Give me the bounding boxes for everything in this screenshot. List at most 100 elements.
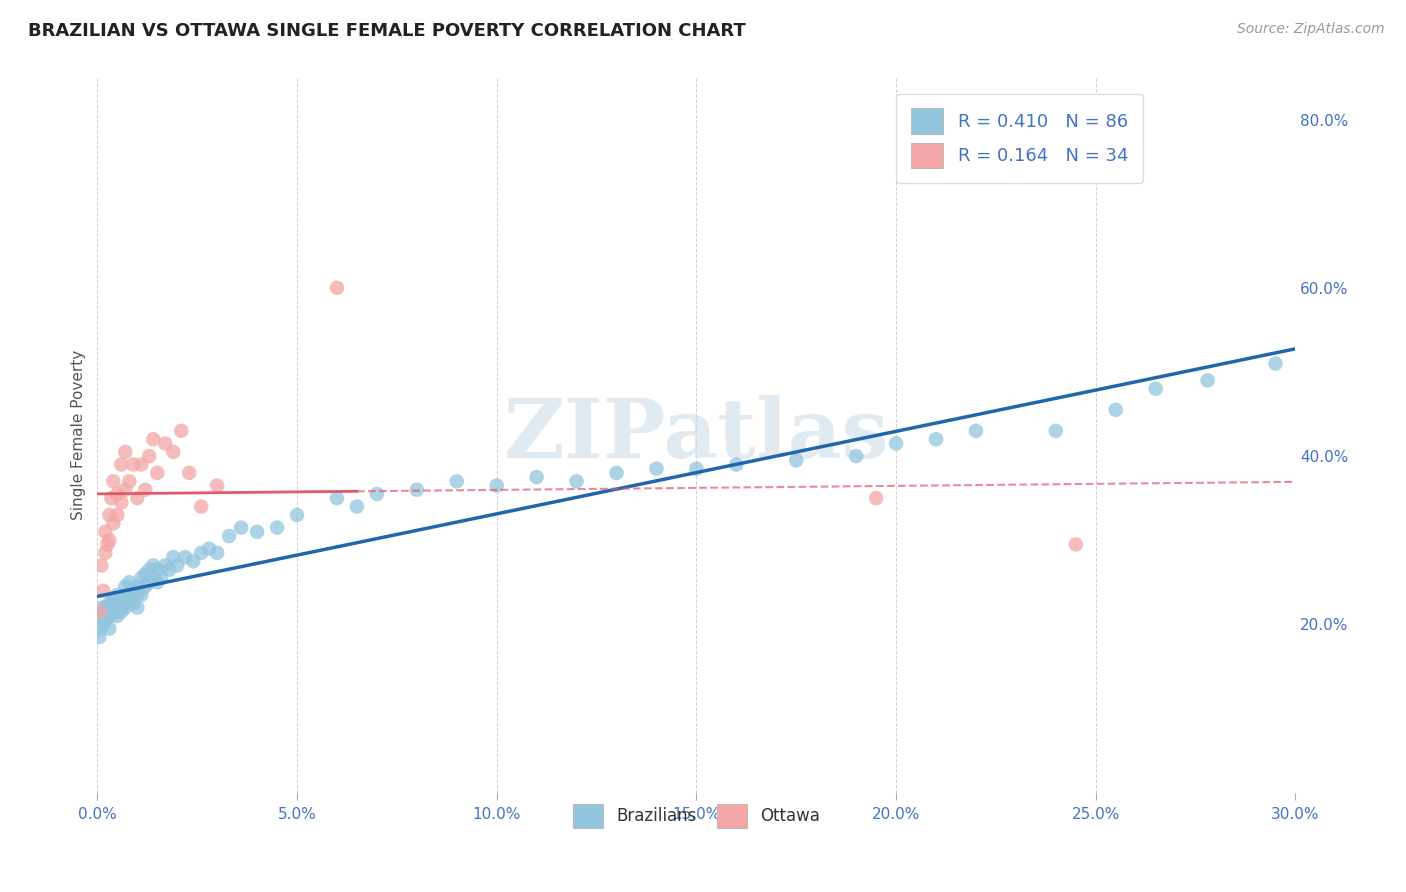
- Point: [110, 495, 132, 509]
- Point: [485, 478, 508, 492]
- Point: [134, 483, 156, 497]
- Point: [122, 596, 145, 610]
- Point: [103, 592, 125, 607]
- Point: [105, 588, 128, 602]
- Point: [405, 483, 427, 497]
- Point: [170, 424, 193, 438]
- Point: [1105, 402, 1128, 417]
- Point: [285, 508, 308, 522]
- Point: [865, 491, 887, 505]
- Point: [104, 596, 127, 610]
- Point: [142, 558, 165, 573]
- Point: [526, 470, 548, 484]
- Point: [93, 617, 115, 632]
- Point: [98, 533, 121, 548]
- Point: [179, 466, 201, 480]
- Point: [94, 600, 117, 615]
- Point: [103, 516, 125, 531]
- Point: [326, 281, 349, 295]
- Point: [142, 571, 165, 585]
- Point: [118, 592, 141, 607]
- Point: [845, 449, 868, 463]
- Point: [129, 571, 152, 585]
- Point: [884, 436, 907, 450]
- Point: [105, 596, 128, 610]
- Point: [1045, 424, 1067, 438]
- Point: [174, 550, 197, 565]
- Point: [162, 550, 184, 565]
- Point: [162, 445, 184, 459]
- Point: [446, 475, 468, 489]
- Point: [110, 592, 132, 607]
- Point: [100, 605, 122, 619]
- Text: ZIPatlas: ZIPatlas: [503, 395, 889, 475]
- Point: [129, 588, 152, 602]
- Point: [138, 563, 160, 577]
- Y-axis label: Single Female Poverty: Single Female Poverty: [72, 350, 86, 520]
- Point: [114, 588, 136, 602]
- Point: [98, 596, 121, 610]
- Point: [118, 575, 141, 590]
- Point: [127, 580, 149, 594]
- Point: [138, 575, 160, 590]
- Point: [218, 529, 240, 543]
- Point: [114, 580, 136, 594]
- Point: [606, 466, 628, 480]
- Point: [105, 605, 128, 619]
- Point: [205, 478, 228, 492]
- Point: [1144, 382, 1167, 396]
- Point: [198, 541, 221, 556]
- Point: [90, 622, 112, 636]
- Point: [346, 500, 368, 514]
- Point: [105, 487, 128, 501]
- Point: [94, 546, 117, 560]
- Point: [134, 580, 156, 594]
- Point: [98, 508, 121, 522]
- Point: [114, 445, 136, 459]
- Point: [98, 622, 121, 636]
- Point: [146, 563, 169, 577]
- Point: [134, 566, 156, 581]
- Point: [105, 609, 128, 624]
- Point: [142, 432, 165, 446]
- Text: Source: ZipAtlas.com: Source: ZipAtlas.com: [1237, 22, 1385, 37]
- Point: [205, 546, 228, 560]
- Point: [114, 600, 136, 615]
- Point: [925, 432, 948, 446]
- Point: [146, 466, 169, 480]
- Point: [103, 605, 125, 619]
- Point: [100, 491, 122, 505]
- Point: [110, 600, 132, 615]
- Point: [246, 524, 269, 539]
- Point: [166, 558, 188, 573]
- Point: [129, 458, 152, 472]
- Point: [1064, 537, 1087, 551]
- Point: [94, 605, 117, 619]
- Point: [90, 609, 112, 624]
- Legend: Brazilians, Ottawa: Brazilians, Ottawa: [567, 797, 827, 834]
- Point: [118, 596, 141, 610]
- Point: [93, 605, 115, 619]
- Point: [96, 609, 118, 624]
- Point: [127, 600, 149, 615]
- Point: [965, 424, 987, 438]
- Point: [146, 575, 169, 590]
- Point: [90, 558, 112, 573]
- Point: [103, 600, 125, 615]
- Point: [96, 537, 118, 551]
- Point: [103, 475, 125, 489]
- Point: [122, 583, 145, 598]
- Point: [127, 491, 149, 505]
- Point: [110, 605, 132, 619]
- Point: [366, 487, 388, 501]
- Text: BRAZILIAN VS OTTAWA SINGLE FEMALE POVERTY CORRELATION CHART: BRAZILIAN VS OTTAWA SINGLE FEMALE POVERT…: [28, 22, 745, 40]
- Point: [326, 491, 349, 505]
- Point: [89, 605, 111, 619]
- Point: [93, 583, 115, 598]
- Point: [138, 449, 160, 463]
- Point: [685, 461, 707, 475]
- Point: [565, 475, 588, 489]
- Point: [110, 458, 132, 472]
- Point: [114, 483, 136, 497]
- Point: [105, 508, 128, 522]
